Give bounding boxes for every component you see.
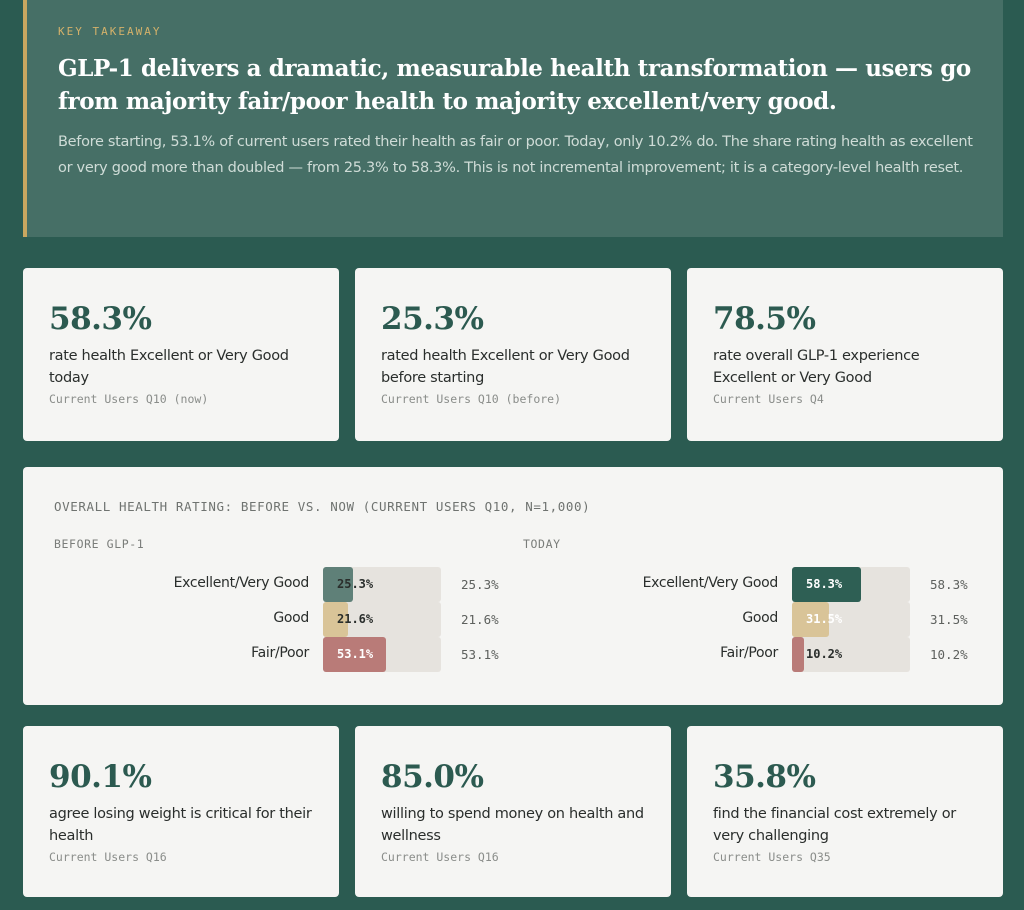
stat-source: Current Users Q10 (before) bbox=[381, 392, 562, 406]
stat-card-weight-critical: 90.1% agree losing weight is critical fo… bbox=[23, 726, 339, 897]
bar-inline-label: 58.3% bbox=[806, 577, 843, 591]
bar bbox=[792, 637, 805, 672]
category-label: Good bbox=[273, 610, 309, 626]
stat-source: Current Users Q35 bbox=[713, 850, 831, 864]
bar-value-label: 58.3% bbox=[930, 577, 968, 592]
stat-description: agree losing weight is critical for thei… bbox=[49, 806, 312, 844]
bar-track: 58.3% bbox=[792, 567, 910, 602]
group-label-before: BEFORE GLP-1 bbox=[54, 537, 145, 551]
bar-value-label: 25.3% bbox=[461, 577, 499, 592]
stat-source: Current Users Q10 (now) bbox=[49, 392, 209, 406]
category-label: Fair/Poor bbox=[251, 645, 309, 661]
stat-value: 35.8% bbox=[713, 759, 816, 795]
chart-title: OVERALL HEALTH RATING: BEFORE VS. NOW (C… bbox=[54, 499, 591, 514]
bar-value-label: 31.5% bbox=[930, 612, 968, 627]
stat-card-health-before: 25.3% rated health Excellent or Very Goo… bbox=[355, 268, 671, 441]
bar bbox=[792, 602, 830, 637]
stat-source: Current Users Q4 bbox=[713, 392, 824, 406]
stat-value: 25.3% bbox=[381, 301, 484, 337]
bar-row-today-good: Good 31.5% 31.5% bbox=[492, 602, 972, 637]
bar-value-label: 53.1% bbox=[461, 647, 499, 662]
category-label: Good bbox=[742, 610, 778, 626]
bar-row-today-fair-poor: Fair/Poor 10.2% 10.2% bbox=[492, 637, 972, 672]
category-label: Excellent/Very Good bbox=[642, 575, 779, 591]
stat-source: Current Users Q16 bbox=[49, 850, 167, 864]
bar-row-today-excellent: Excellent/Very Good 58.3% 58.3% bbox=[492, 567, 972, 602]
bar-value-label: 21.6% bbox=[461, 612, 499, 627]
stat-description: rate overall GLP-1 experience Excellent … bbox=[713, 348, 920, 386]
bar-track: 10.2% bbox=[792, 637, 910, 672]
bar-row-before-excellent: Excellent/Very Good 25.3% 25.3% bbox=[23, 567, 503, 602]
stat-card-spend-wellness: 85.0% willing to spend money on health a… bbox=[355, 726, 671, 897]
bar-row-before-good: Good 21.6% 21.6% bbox=[23, 602, 503, 637]
bar-row-before-fair-poor: Fair/Poor 53.1% 53.1% bbox=[23, 637, 503, 672]
bar-inline-label: 53.1% bbox=[337, 647, 374, 661]
stat-card-experience: 78.5% rate overall GLP-1 experience Exce… bbox=[687, 268, 1003, 441]
stat-value: 90.1% bbox=[49, 759, 152, 795]
takeaway-label: KEY TAKEAWAY bbox=[58, 25, 162, 38]
category-label: Fair/Poor bbox=[720, 645, 778, 661]
takeaway-body: Before starting, 53.1% of current users … bbox=[58, 134, 973, 176]
bar-track: 25.3% bbox=[323, 567, 441, 602]
bar-track: 31.5% bbox=[792, 602, 910, 637]
key-takeaway-panel: KEY TAKEAWAY GLP-1 delivers a dramatic, … bbox=[23, 0, 1003, 237]
bar-inline-label: 10.2% bbox=[806, 647, 843, 661]
bar-value-label: 10.2% bbox=[930, 647, 968, 662]
stat-card-financial-cost: 35.8% find the financial cost extremely … bbox=[687, 726, 1003, 897]
bar bbox=[323, 567, 353, 602]
stat-value: 85.0% bbox=[381, 759, 484, 795]
stat-card-health-now: 58.3% rate health Excellent or Very Good… bbox=[23, 268, 339, 441]
stat-value: 58.3% bbox=[49, 301, 152, 337]
bar-inline-label: 25.3% bbox=[337, 577, 374, 591]
bar-track: 53.1% bbox=[323, 637, 441, 672]
category-label: Excellent/Very Good bbox=[173, 575, 310, 591]
stat-source: Current Users Q16 bbox=[381, 850, 499, 864]
stat-description: willing to spend money on health and wel… bbox=[381, 806, 644, 844]
stat-description: rated health Excellent or Very Good befo… bbox=[381, 348, 630, 386]
group-label-today: TODAY bbox=[523, 537, 561, 551]
bar bbox=[792, 567, 861, 602]
bar-inline-label: 31.5% bbox=[806, 612, 843, 626]
stat-description: find the financial cost extremely or ver… bbox=[713, 806, 956, 844]
bar bbox=[323, 602, 349, 637]
bar-inline-label: 21.6% bbox=[337, 612, 374, 626]
stat-description: rate health Excellent or Very Good today bbox=[49, 348, 289, 386]
bar-track: 21.6% bbox=[323, 602, 441, 637]
health-rating-chart: OVERALL HEALTH RATING: BEFORE VS. NOW (C… bbox=[23, 467, 1003, 705]
takeaway-title: GLP-1 delivers a dramatic, measurable he… bbox=[58, 55, 971, 115]
stat-value: 78.5% bbox=[713, 301, 816, 337]
bar bbox=[323, 637, 386, 672]
